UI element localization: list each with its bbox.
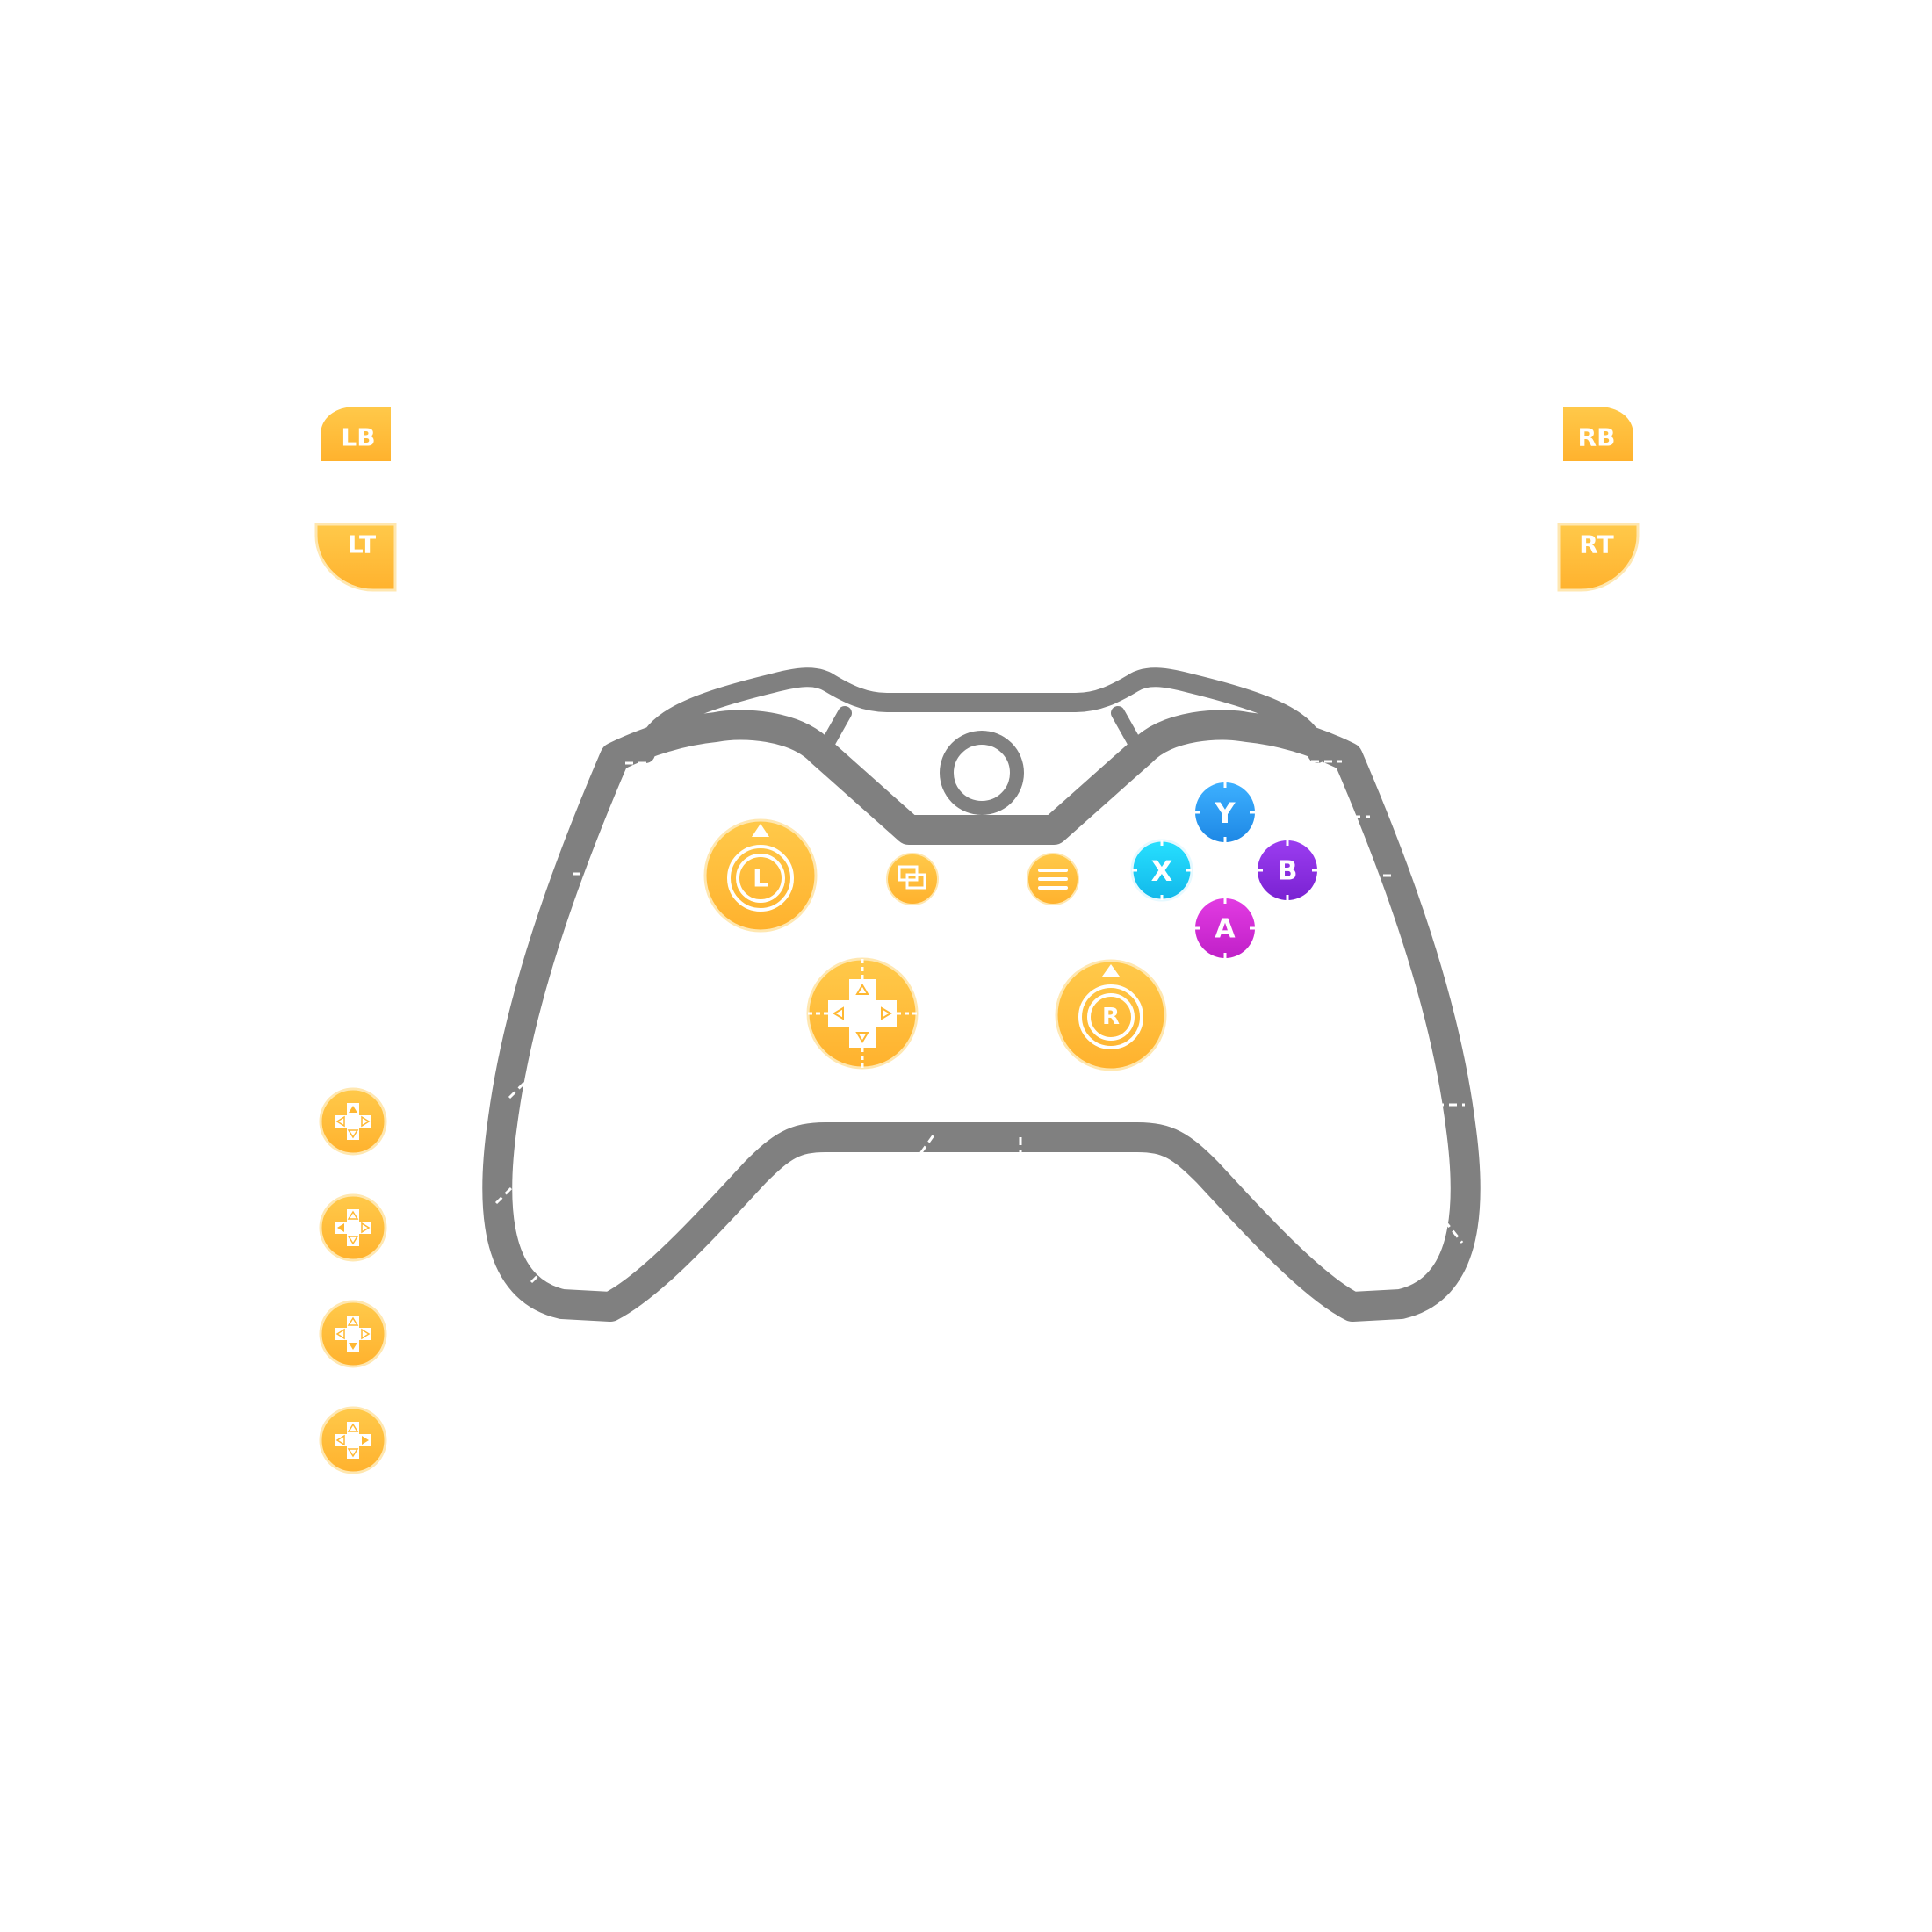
y-button-label: Y (1214, 797, 1236, 830)
dpad-up-icon[interactable] (319, 1087, 387, 1156)
controller-body (482, 667, 1481, 1322)
left-bumper-label: LB (341, 423, 375, 452)
dpad-down-icon[interactable] (319, 1300, 387, 1368)
x-button-label: X (1151, 854, 1173, 888)
b-button[interactable]: B (1258, 840, 1317, 900)
view-icon (898, 865, 926, 890)
menu-icon (1038, 869, 1068, 890)
controller-seams (494, 760, 1465, 1284)
left-stick-label: L (753, 864, 768, 893)
guide-button-icon[interactable] (940, 731, 1024, 815)
x-button[interactable]: X (1130, 839, 1193, 902)
right-bumper-label: RB (1578, 423, 1616, 452)
left-trigger-button[interactable]: LT (314, 523, 397, 592)
a-button[interactable]: A (1195, 898, 1255, 958)
right-bumper-button[interactable]: RB (1563, 407, 1633, 461)
right-stick-label: R (1102, 1004, 1120, 1030)
b-button-label: B (1278, 856, 1298, 887)
dpad-right-icon[interactable] (319, 1406, 387, 1474)
right-trigger-label: RT (1579, 530, 1613, 559)
menu-button[interactable] (1027, 853, 1079, 905)
dpad-button[interactable] (806, 957, 919, 1070)
y-button[interactable]: Y (1195, 782, 1255, 842)
left-stick-button[interactable]: L (703, 818, 818, 933)
dpad-left-icon[interactable] (319, 1193, 387, 1262)
a-button-label: A (1215, 914, 1236, 945)
left-trigger-label: LT (348, 530, 376, 559)
dpad-icon (828, 979, 897, 1048)
right-stick-button[interactable]: R (1055, 959, 1167, 1071)
right-trigger-button[interactable]: RT (1557, 523, 1640, 592)
left-bumper-button[interactable]: LB (321, 407, 391, 461)
view-button[interactable] (886, 853, 939, 905)
